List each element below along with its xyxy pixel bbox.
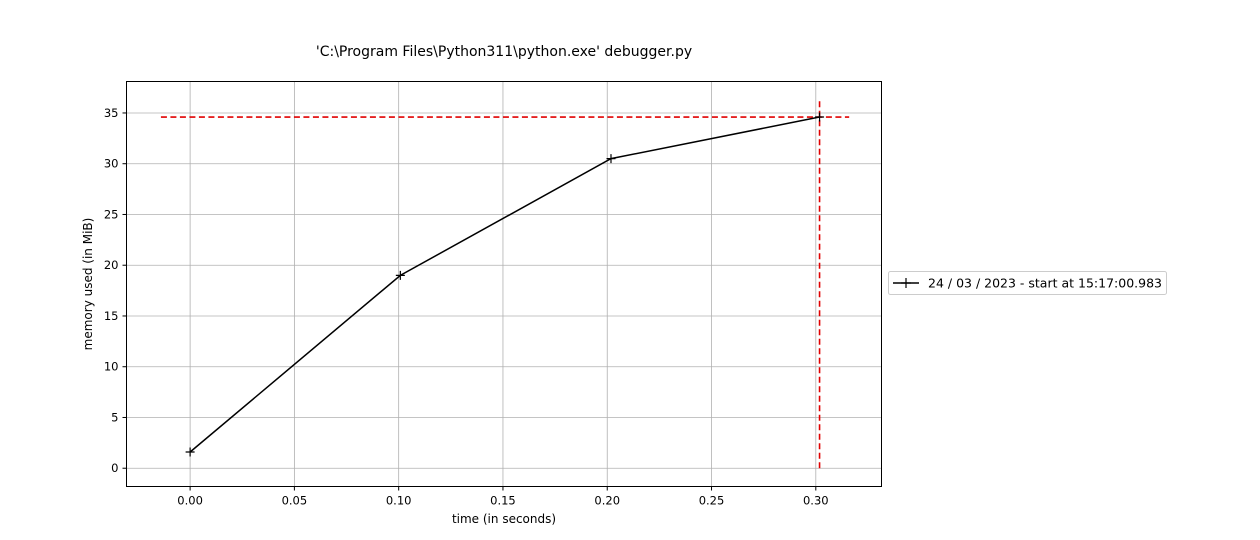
x-tick-label: 0.25 (699, 494, 725, 508)
x-tick-label: 0.30 (803, 494, 829, 508)
series-group (185, 112, 825, 457)
y-tick-label: 30 (104, 157, 119, 171)
y-axis-label: memory used (in MiB) (81, 218, 95, 351)
y-tick-label: 35 (104, 106, 119, 120)
y-tick-label: 10 (104, 360, 119, 374)
x-tick-label: 0.05 (282, 494, 308, 508)
x-tick-label: 0.20 (594, 494, 620, 508)
plot-frame (126, 81, 882, 487)
grid (126, 81, 882, 487)
data-point-marker (815, 112, 825, 122)
y-tick-label: 25 (104, 207, 119, 221)
legend-plus-marker (901, 278, 911, 288)
y-tick-label: 0 (111, 461, 118, 475)
x-tick-label: 0.15 (490, 494, 516, 508)
y-axis: 0 5 10 15 20 25 30 35 (104, 106, 127, 475)
x-tick-label: 0.00 (177, 494, 203, 508)
legend: 24 / 03 / 2023 - start at 15:17:00.983 (888, 271, 1167, 295)
y-tick-label: 15 (104, 309, 119, 323)
y-tick-label: 5 (111, 410, 118, 424)
max-markers (160, 99, 850, 469)
series-line (189, 116, 820, 453)
data-point-marker (185, 447, 195, 457)
chart-title: 'C:\Program Files\Python311\python.exe' … (316, 44, 692, 60)
legend-label: 24 / 03 / 2023 - start at 15:17:00.983 (928, 276, 1162, 291)
x-tick-label: 0.10 (386, 494, 412, 508)
data-point-marker (395, 270, 405, 280)
legend-box (888, 271, 1167, 295)
y-tick-label: 20 (104, 258, 119, 272)
x-axis-label: time (in seconds) (452, 512, 556, 526)
x-axis: 0.00 0.05 0.10 0.15 0.20 0.25 0.30 (177, 486, 829, 508)
data-point-marker (606, 154, 616, 164)
